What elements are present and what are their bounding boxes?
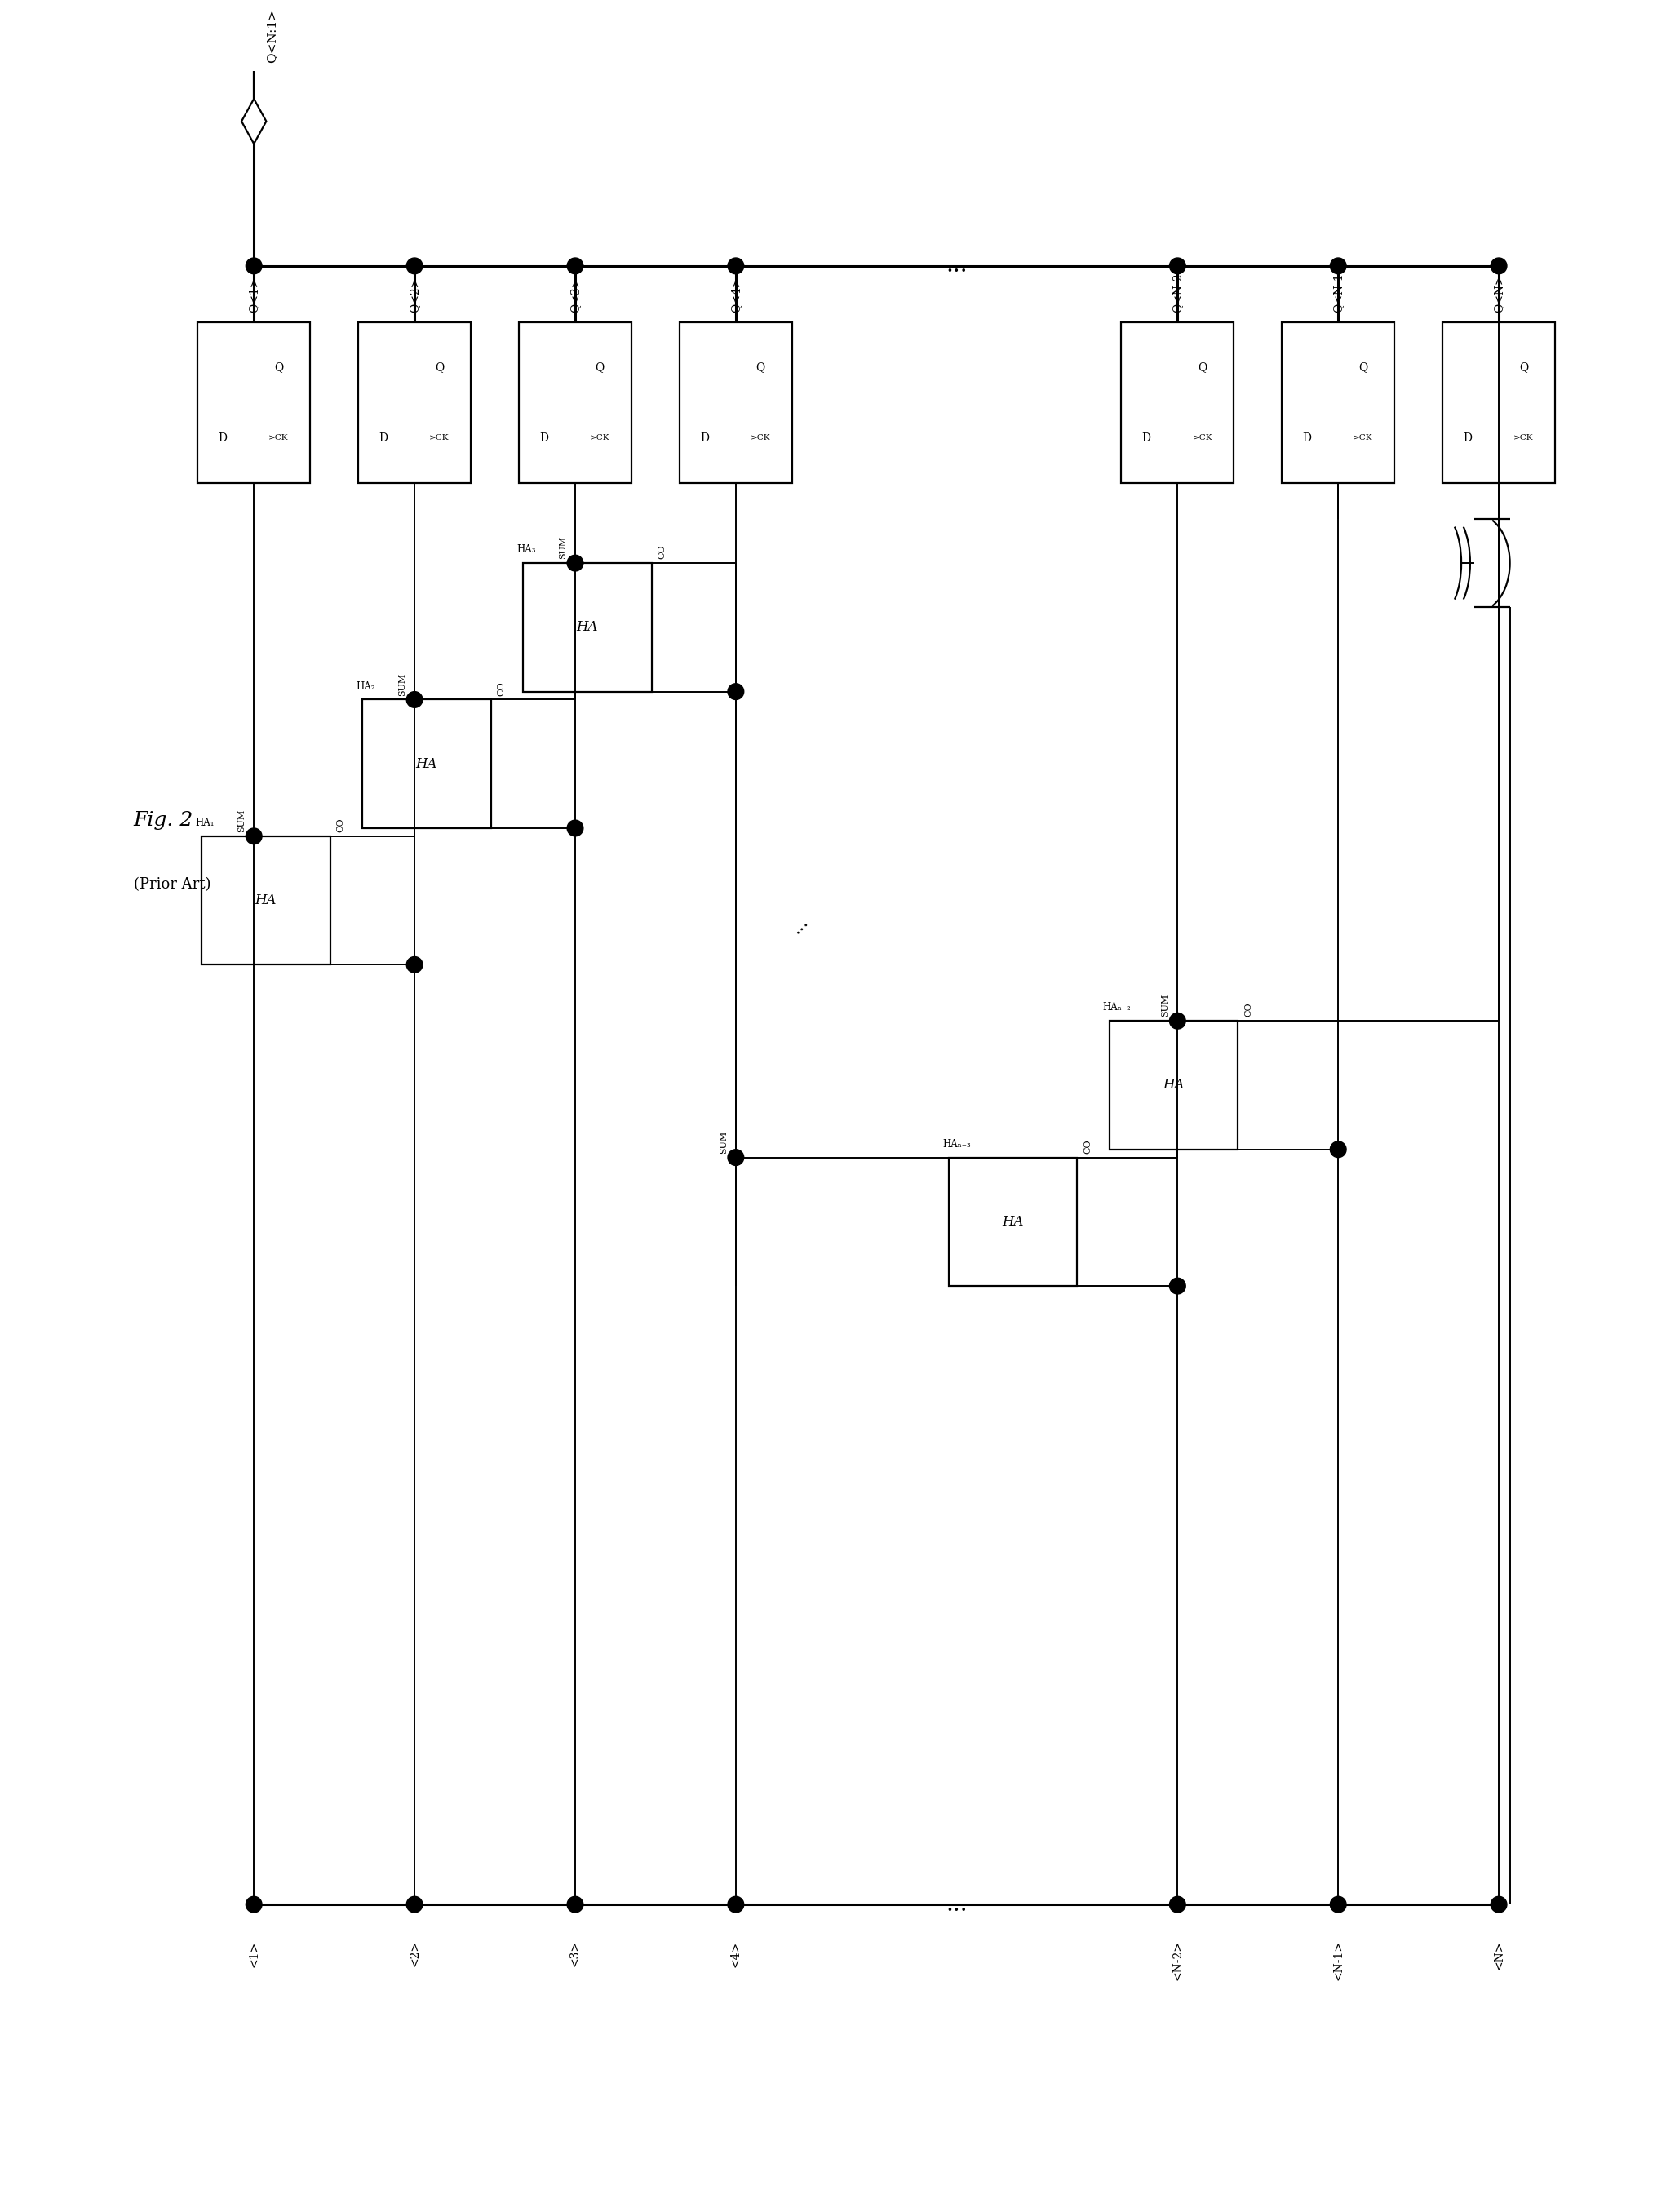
Circle shape: [1170, 1896, 1186, 1913]
Circle shape: [566, 1896, 583, 1913]
Circle shape: [566, 259, 583, 274]
Text: Q<4>: Q<4>: [730, 276, 741, 312]
Text: CO: CO: [337, 818, 345, 832]
Text: HAₙ₋₂: HAₙ₋₂: [1103, 1002, 1131, 1013]
Text: Q<N:1>: Q<N:1>: [267, 9, 277, 62]
Text: <4>: <4>: [730, 1940, 741, 1966]
Circle shape: [1491, 1896, 1506, 1913]
Circle shape: [407, 692, 423, 708]
Text: D: D: [218, 431, 227, 442]
Circle shape: [407, 259, 423, 274]
Text: >CK: >CK: [590, 434, 610, 442]
Text: SUM: SUM: [398, 672, 407, 695]
Text: >CK: >CK: [430, 434, 450, 442]
Circle shape: [247, 827, 262, 845]
Circle shape: [728, 1150, 743, 1166]
Text: ...: ...: [788, 911, 813, 938]
Circle shape: [566, 555, 583, 571]
Bar: [948, 1157, 1078, 1285]
Bar: [680, 323, 791, 482]
Bar: [523, 564, 651, 692]
Circle shape: [1170, 1013, 1186, 1029]
Circle shape: [1329, 1141, 1346, 1157]
Text: SUM: SUM: [560, 535, 566, 560]
Bar: [1110, 1022, 1238, 1150]
Text: CO: CO: [496, 681, 505, 695]
Bar: [518, 323, 631, 482]
Text: HA₁: HA₁: [195, 818, 215, 827]
Text: <2>: <2>: [408, 1940, 420, 1966]
Text: HA₃: HA₃: [516, 544, 536, 555]
Text: >CK: >CK: [751, 434, 771, 442]
Text: D: D: [700, 431, 708, 442]
Text: D: D: [1141, 431, 1151, 442]
Text: HA: HA: [1003, 1214, 1023, 1228]
Text: >CK: >CK: [1353, 434, 1373, 442]
Text: HA: HA: [255, 894, 277, 907]
Bar: [1281, 323, 1394, 482]
Text: Q: Q: [1358, 361, 1368, 374]
Text: D: D: [1463, 431, 1471, 442]
Circle shape: [728, 1896, 743, 1913]
Text: SUM: SUM: [720, 1130, 728, 1152]
Bar: [1121, 323, 1235, 482]
Text: <N-2>: <N-2>: [1171, 1940, 1183, 1980]
Circle shape: [1329, 259, 1346, 274]
Text: SUM: SUM: [238, 810, 247, 832]
Text: Q<1>: Q<1>: [248, 276, 260, 312]
Bar: [202, 836, 330, 964]
Bar: [362, 699, 491, 827]
Text: <N-1>: <N-1>: [1333, 1940, 1344, 1980]
Text: >CK: >CK: [268, 434, 288, 442]
Text: CO: CO: [1083, 1139, 1091, 1152]
Text: Q<2>: Q<2>: [408, 276, 420, 312]
Circle shape: [247, 259, 262, 274]
Text: <1>: <1>: [248, 1940, 260, 1966]
Text: Q: Q: [1198, 361, 1206, 374]
Text: Q<N-1>: Q<N-1>: [1333, 263, 1344, 312]
Text: CO: CO: [1245, 1002, 1253, 1018]
Text: Q<N>: Q<N>: [1493, 274, 1504, 312]
Circle shape: [728, 259, 743, 274]
Text: D: D: [378, 431, 388, 442]
Text: <3>: <3>: [570, 1940, 581, 1966]
Text: Fig. 2: Fig. 2: [133, 812, 193, 830]
Text: D: D: [1303, 431, 1311, 442]
Circle shape: [1329, 1896, 1346, 1913]
Text: >CK: >CK: [1193, 434, 1213, 442]
Circle shape: [566, 821, 583, 836]
Text: SUM: SUM: [1161, 993, 1170, 1018]
Text: Q<N-2>: Q<N-2>: [1171, 263, 1183, 312]
Circle shape: [407, 1896, 423, 1913]
Text: CO: CO: [658, 544, 666, 560]
Circle shape: [247, 1896, 262, 1913]
Text: Q: Q: [1519, 361, 1528, 374]
Circle shape: [1491, 259, 1506, 274]
Text: HAₙ₋₃: HAₙ₋₃: [943, 1139, 971, 1150]
Text: HA: HA: [416, 757, 438, 770]
Text: Q: Q: [595, 361, 605, 374]
Text: HA: HA: [1163, 1077, 1185, 1093]
Circle shape: [728, 684, 743, 699]
Text: ...: ...: [946, 1893, 968, 1916]
Bar: [198, 323, 310, 482]
Text: D: D: [540, 431, 548, 442]
Text: (Prior Art): (Prior Art): [133, 876, 210, 891]
Bar: [358, 323, 471, 482]
Circle shape: [1170, 259, 1186, 274]
Text: HA₂: HA₂: [357, 681, 375, 692]
Text: Q: Q: [275, 361, 283, 374]
Text: Q<3>: Q<3>: [570, 276, 581, 312]
Circle shape: [407, 956, 423, 973]
Text: ...: ...: [946, 254, 968, 276]
Text: HA: HA: [576, 619, 598, 635]
Circle shape: [1170, 1279, 1186, 1294]
Text: Q: Q: [756, 361, 765, 374]
Bar: [1443, 323, 1554, 482]
Text: Q: Q: [435, 361, 443, 374]
Text: <N>: <N>: [1493, 1940, 1504, 1969]
Text: >CK: >CK: [1514, 434, 1534, 442]
